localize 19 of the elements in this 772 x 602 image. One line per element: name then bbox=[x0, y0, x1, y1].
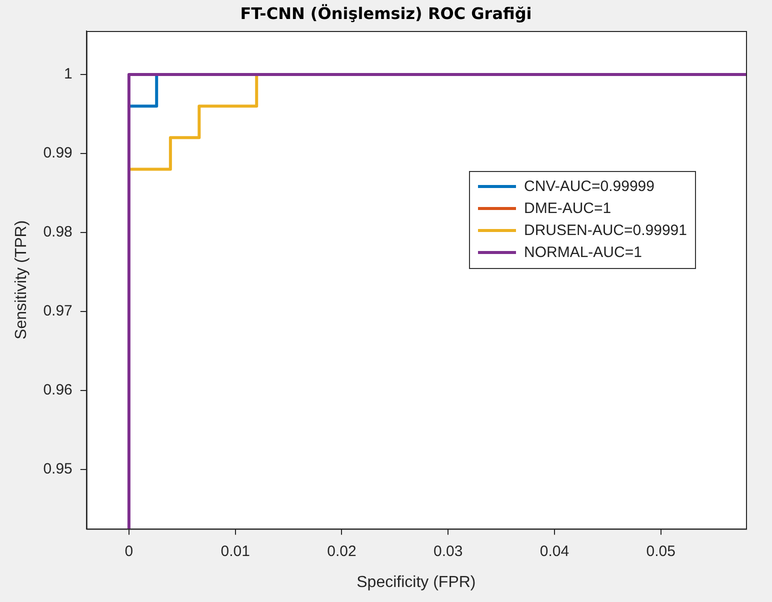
legend-label: NORMAL-AUC=1 bbox=[524, 244, 642, 262]
y-tick-label: 1 bbox=[64, 66, 72, 83]
x-tick-label: 0.01 bbox=[220, 542, 250, 560]
y-tick-label: 0.99 bbox=[43, 144, 72, 162]
x-axis-title: Specificity (FPR) bbox=[356, 574, 476, 591]
legend-label: CNV-AUC=0.99999 bbox=[524, 178, 654, 196]
y-tick-label: 0.96 bbox=[43, 382, 72, 399]
x-tick-label: 0.05 bbox=[646, 542, 676, 560]
x-tick-label: 0.04 bbox=[540, 542, 570, 560]
y-tick-label: 0.97 bbox=[43, 302, 72, 320]
legend-label: DRUSEN-AUC=0.99991 bbox=[524, 222, 687, 240]
x-tick-label: 0.02 bbox=[327, 542, 356, 560]
y-axis-title: Sensitivity (TPR) bbox=[13, 220, 30, 340]
legend-label: DME-AUC=1 bbox=[524, 200, 612, 218]
x-tick-label: 0.03 bbox=[434, 542, 463, 560]
x-tick-label: 0 bbox=[124, 542, 134, 560]
y-tick-label: 0.98 bbox=[43, 224, 72, 241]
y-tick-label: 0.95 bbox=[43, 460, 72, 478]
chart-title: FT-CNN (Önişlemsiz) ROC Grafiği bbox=[239, 4, 533, 23]
